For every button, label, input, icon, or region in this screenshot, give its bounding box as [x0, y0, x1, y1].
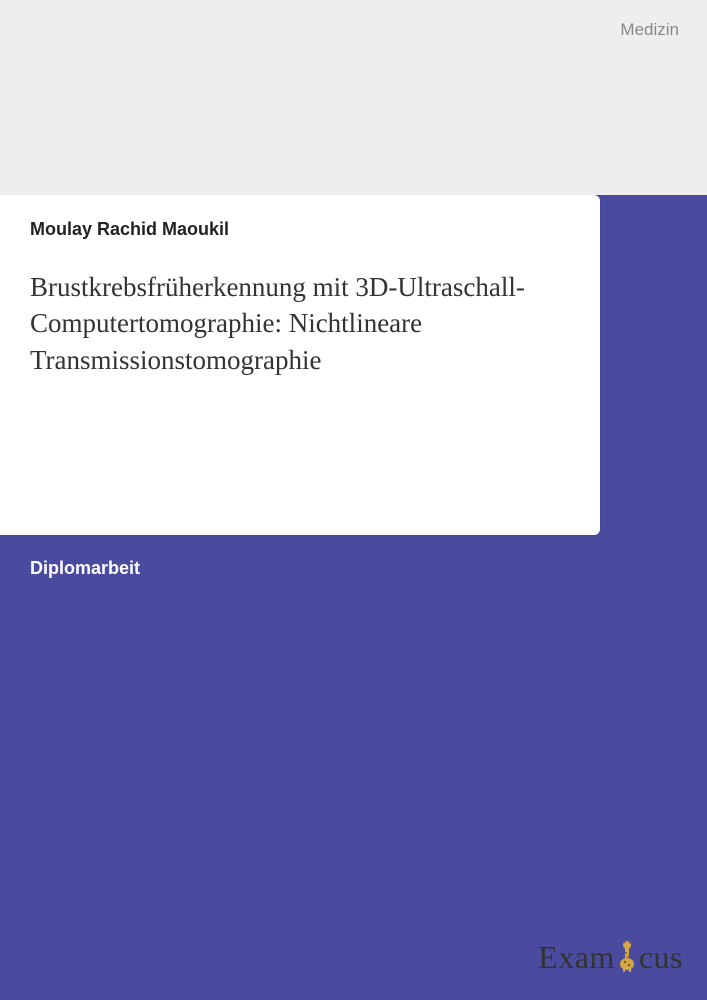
logo-suffix: cus: [639, 939, 683, 976]
publisher-logo: Exam cus: [538, 939, 683, 976]
document-type: Diplomarbeit: [30, 558, 140, 579]
title-panel: Moulay Rachid Maoukil Brustkrebsfrüherke…: [0, 195, 600, 535]
book-cover: Medizin Moulay Rachid Maoukil Brustkrebs…: [0, 0, 707, 1000]
author-name: Moulay Rachid Maoukil: [30, 219, 229, 240]
category-label: Medizin: [620, 20, 679, 40]
giraffe-icon: [616, 940, 638, 968]
logo-prefix: Exam: [538, 939, 615, 976]
document-title: Brustkrebsfrüherkennung mit 3D-Ultrascha…: [30, 269, 570, 378]
top-grey-region: Medizin: [0, 0, 707, 195]
